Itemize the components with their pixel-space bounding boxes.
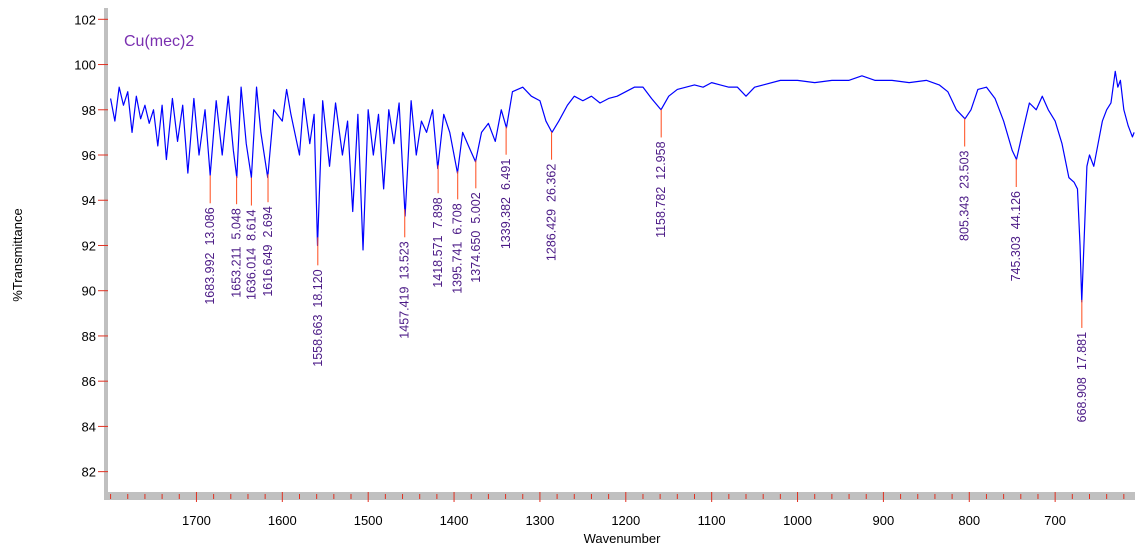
x-axis-label: Wavenumber <box>584 531 661 546</box>
peak-label: 1286.429 26.362 <box>545 164 559 261</box>
peak-wavenumber: 1374.650 <box>469 231 483 283</box>
peak-wavenumber: 1395.741 <box>451 242 465 294</box>
peak-label: 1653.211 5.048 <box>230 208 244 298</box>
y-tick-label: 96 <box>82 148 96 163</box>
y-tick-label: 90 <box>82 284 96 299</box>
x-tick-label: 1600 <box>268 513 297 528</box>
peak-intensity: 13.086 <box>203 207 217 245</box>
peak-wavenumber: 1286.429 <box>545 209 559 261</box>
peak-wavenumber: 745.303 <box>1009 236 1023 281</box>
y-tick-label: 94 <box>82 193 96 208</box>
peak-label: 745.303 44.126 <box>1009 191 1023 281</box>
chart-title: Cu(mec)2 <box>124 33 194 50</box>
y-tick-label: 82 <box>82 465 96 480</box>
peak-wavenumber: 1636.014 <box>244 248 258 300</box>
x-tick-label: 800 <box>958 513 980 528</box>
peak-intensity: 26.362 <box>545 164 559 202</box>
x-axis-bar <box>104 492 1135 500</box>
y-tick-label: 86 <box>82 374 96 389</box>
peak-intensity: 17.881 <box>1075 332 1089 370</box>
peak-label: 668.908 17.881 <box>1075 332 1089 422</box>
peak-intensity: 6.708 <box>451 203 465 234</box>
peak-wavenumber: 668.908 <box>1075 377 1089 422</box>
peak-label: 1395.741 6.708 <box>451 203 465 293</box>
peak-intensity: 8.614 <box>244 209 258 240</box>
peak-label: 1558.663 18.120 <box>311 269 325 366</box>
x-tick-label: 900 <box>873 513 895 528</box>
y-axis-label: %Transmittance <box>10 208 25 301</box>
peak-wavenumber: 1158.782 <box>654 187 668 238</box>
peak-label: 1418.571 7.898 <box>431 197 445 287</box>
x-tick-label: 700 <box>1044 513 1066 528</box>
peak-wavenumber: 1683.992 <box>203 252 217 304</box>
x-tick-label: 1300 <box>525 513 554 528</box>
y-tick-label: 100 <box>74 58 96 73</box>
peak-label: 1374.650 5.002 <box>469 192 483 282</box>
x-tick-label: 1100 <box>698 513 726 528</box>
peak-wavenumber: 1653.211 <box>230 246 244 297</box>
spectrum-line <box>109 70 1135 303</box>
peak-label: 1158.782 12.958 <box>654 141 668 237</box>
peak-intensity: 12.958 <box>654 141 668 179</box>
peak-intensity: 44.126 <box>1009 191 1023 229</box>
peak-intensity: 5.002 <box>469 192 483 223</box>
x-tick-label: 1700 <box>182 513 211 528</box>
peak-intensity: 7.898 <box>431 197 445 228</box>
x-tick-label: 1500 <box>354 513 383 528</box>
peak-intensity: 18.120 <box>311 269 325 307</box>
peak-wavenumber: 805.343 <box>958 196 972 241</box>
x-tick-label: 1000 <box>783 513 812 528</box>
peak-wavenumber: 1418.571 <box>431 235 445 287</box>
peak-label: 1616.649 2.694 <box>261 206 275 296</box>
peak-label: 1457.419 13.523 <box>398 241 412 338</box>
y-tick-label: 88 <box>82 329 96 344</box>
peak-wavenumber: 1457.419 <box>398 286 412 338</box>
peak-intensity: 5.048 <box>230 208 244 239</box>
peak-intensity: 6.491 <box>499 159 513 190</box>
peak-intensity: 2.694 <box>261 206 275 237</box>
y-tick-label: 98 <box>82 103 96 118</box>
y-tick-label: 92 <box>82 238 96 253</box>
x-tick-label: 1400 <box>440 513 469 528</box>
peak-label: 1683.992 13.086 <box>203 207 217 304</box>
x-tick-label: 1200 <box>611 513 640 528</box>
y-tick-label: 84 <box>82 419 96 434</box>
peak-label: 1636.014 8.614 <box>244 209 258 299</box>
peak-label: 805.343 23.503 <box>958 150 972 240</box>
peak-wavenumber: 1558.663 <box>311 315 325 367</box>
peak-label: 1339.382 6.491 <box>499 159 513 249</box>
peak-intensity: 13.523 <box>398 241 412 279</box>
y-axis-bar <box>104 8 108 500</box>
peak-intensity: 23.503 <box>958 150 972 188</box>
peak-wavenumber: 1616.649 <box>261 244 275 296</box>
peak-wavenumber: 1339.382 <box>499 197 513 249</box>
y-tick-label: 102 <box>74 12 96 27</box>
